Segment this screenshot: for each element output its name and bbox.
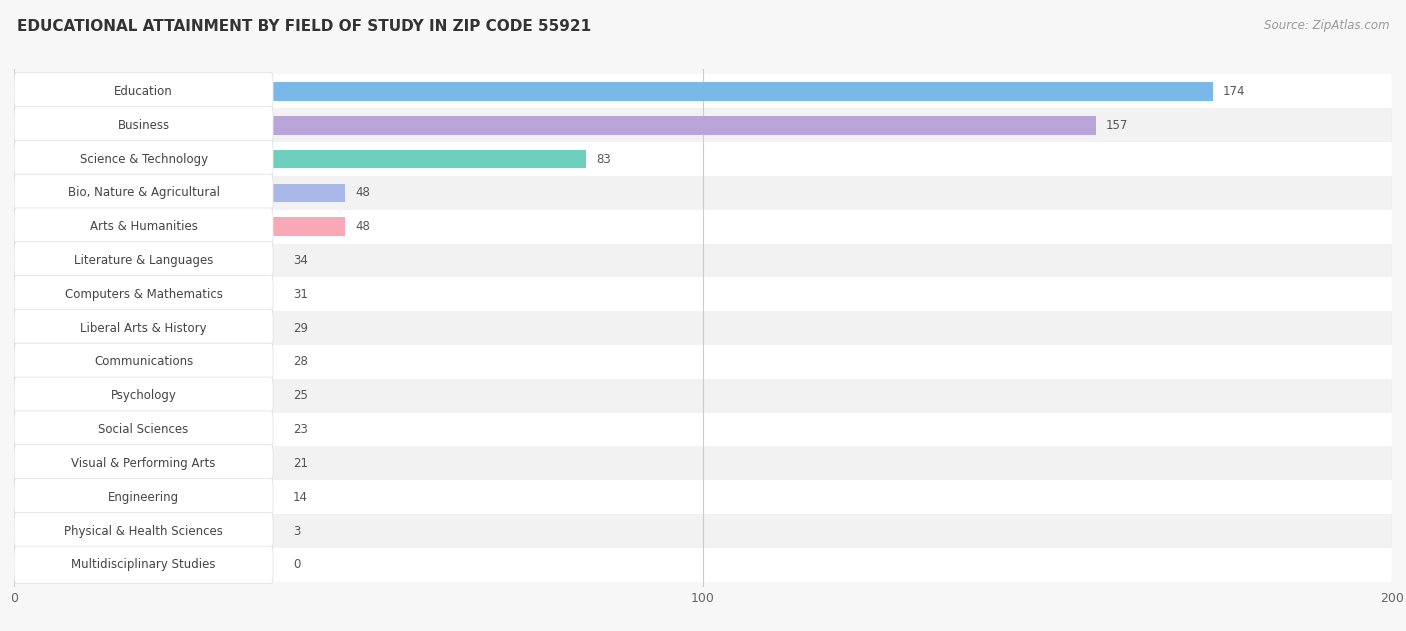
Text: 34: 34	[292, 254, 308, 267]
Bar	[14, 454, 159, 473]
Text: 83: 83	[596, 153, 612, 165]
Bar	[14, 285, 228, 304]
FancyBboxPatch shape	[14, 343, 273, 380]
Text: 0: 0	[292, 558, 301, 571]
Text: Science & Technology: Science & Technology	[80, 153, 208, 165]
Text: Business: Business	[118, 119, 170, 132]
Bar	[14, 480, 1392, 514]
Bar	[14, 514, 1392, 548]
FancyBboxPatch shape	[14, 242, 273, 279]
Text: Engineering: Engineering	[108, 491, 179, 504]
FancyBboxPatch shape	[14, 512, 273, 550]
Bar	[14, 345, 1392, 379]
Bar	[14, 74, 1392, 109]
Text: Communications: Communications	[94, 355, 193, 369]
FancyBboxPatch shape	[14, 140, 273, 178]
Text: 31: 31	[292, 288, 308, 301]
Text: EDUCATIONAL ATTAINMENT BY FIELD OF STUDY IN ZIP CODE 55921: EDUCATIONAL ATTAINMENT BY FIELD OF STUDY…	[17, 19, 591, 34]
Text: 29: 29	[292, 322, 308, 334]
Bar	[14, 184, 344, 202]
FancyBboxPatch shape	[14, 276, 273, 313]
Bar	[14, 176, 1392, 209]
Bar	[14, 116, 1095, 134]
Text: 28: 28	[292, 355, 308, 369]
Text: 3: 3	[292, 524, 301, 538]
Text: Physical & Health Sciences: Physical & Health Sciences	[65, 524, 224, 538]
Bar	[14, 217, 344, 236]
Bar	[14, 379, 1392, 413]
Bar	[14, 548, 1392, 582]
Text: Liberal Arts & History: Liberal Arts & History	[80, 322, 207, 334]
Bar	[14, 150, 586, 168]
Bar	[14, 447, 1392, 480]
FancyBboxPatch shape	[14, 377, 273, 415]
Text: 48: 48	[356, 220, 370, 233]
Text: Visual & Performing Arts: Visual & Performing Arts	[72, 457, 215, 470]
FancyBboxPatch shape	[14, 107, 273, 144]
FancyBboxPatch shape	[14, 174, 273, 211]
Bar	[14, 488, 111, 507]
FancyBboxPatch shape	[14, 478, 273, 516]
Text: Computers & Mathematics: Computers & Mathematics	[65, 288, 222, 301]
Bar	[14, 142, 1392, 176]
Text: 157: 157	[1107, 119, 1129, 132]
Text: Bio, Nature & Agricultural: Bio, Nature & Agricultural	[67, 186, 219, 199]
FancyBboxPatch shape	[14, 73, 273, 110]
Text: 21: 21	[292, 457, 308, 470]
Bar	[14, 82, 1213, 101]
FancyBboxPatch shape	[14, 546, 273, 584]
Bar	[14, 278, 1392, 311]
Text: Source: ZipAtlas.com: Source: ZipAtlas.com	[1264, 19, 1389, 32]
Text: 174: 174	[1223, 85, 1246, 98]
FancyBboxPatch shape	[14, 309, 273, 347]
Text: 25: 25	[292, 389, 308, 402]
Bar	[14, 413, 1392, 447]
Text: 14: 14	[292, 491, 308, 504]
FancyBboxPatch shape	[14, 208, 273, 245]
Text: Social Sciences: Social Sciences	[98, 423, 188, 436]
Text: Psychology: Psychology	[111, 389, 177, 402]
Text: Literature & Languages: Literature & Languages	[75, 254, 214, 267]
Bar	[14, 244, 1392, 278]
Text: Multidisciplinary Studies: Multidisciplinary Studies	[72, 558, 217, 571]
Text: Education: Education	[114, 85, 173, 98]
Bar	[14, 209, 1392, 244]
Text: 48: 48	[356, 186, 370, 199]
Bar	[14, 420, 173, 439]
Text: 23: 23	[292, 423, 308, 436]
Bar	[14, 109, 1392, 142]
Bar	[14, 251, 249, 270]
Bar	[14, 311, 1392, 345]
FancyBboxPatch shape	[14, 445, 273, 482]
Bar	[14, 319, 214, 338]
FancyBboxPatch shape	[14, 411, 273, 448]
Bar	[14, 353, 207, 371]
Bar	[14, 386, 186, 405]
Bar	[14, 522, 35, 540]
Text: Arts & Humanities: Arts & Humanities	[90, 220, 197, 233]
